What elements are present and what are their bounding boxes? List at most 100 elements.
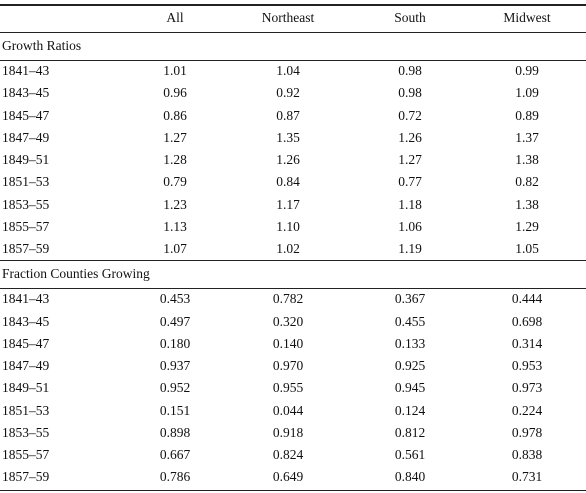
cell-value: 0.89 bbox=[515, 107, 539, 123]
cell-value: 0.77 bbox=[398, 174, 422, 190]
cell-value: 0.151 bbox=[159, 402, 191, 418]
cell-value: 0.87 bbox=[276, 107, 300, 123]
row-label: 1855–57 bbox=[2, 447, 50, 462]
rule bbox=[0, 288, 586, 290]
row-label: 1849–51 bbox=[2, 380, 50, 396]
row-label: 1851–53 bbox=[2, 174, 50, 190]
cell-value: 0.84 bbox=[276, 174, 300, 190]
row-label: 1841–43 bbox=[2, 291, 50, 307]
cell-value: 0.453 bbox=[159, 291, 191, 307]
cell-value: 0.945 bbox=[394, 380, 426, 396]
cell-value: 0.124 bbox=[394, 402, 426, 418]
cell-value: 0.782 bbox=[272, 291, 304, 307]
cell-value: 0.937 bbox=[159, 358, 191, 373]
cell-value: 1.28 bbox=[163, 152, 187, 167]
cell-value: 1.07 bbox=[163, 241, 187, 256]
column-header: Midwest bbox=[503, 10, 551, 25]
cell-value: 0.649 bbox=[272, 469, 304, 485]
rule bbox=[0, 32, 586, 33]
cell-value: 0.72 bbox=[398, 107, 422, 123]
cell-value: 0.838 bbox=[511, 447, 543, 462]
row-label: 1843–45 bbox=[2, 85, 50, 101]
row-label: 1841–43 bbox=[2, 63, 50, 78]
cell-value: 0.044 bbox=[272, 402, 304, 418]
cell-value: 0.497 bbox=[159, 313, 191, 329]
cell-value: 0.96 bbox=[163, 85, 187, 101]
cell-value: 0.98 bbox=[398, 85, 422, 101]
row-label: 1857–59 bbox=[2, 469, 50, 485]
cell-value: 0.953 bbox=[511, 358, 543, 373]
rule bbox=[0, 489, 586, 491]
row-label: 1855–57 bbox=[2, 218, 50, 234]
cell-value: 1.06 bbox=[398, 218, 422, 234]
cell-value: 0.786 bbox=[159, 469, 191, 485]
cell-value: 0.978 bbox=[511, 424, 543, 440]
cell-value: 1.23 bbox=[163, 196, 187, 212]
cell-value: 1.26 bbox=[276, 152, 300, 167]
column-header: Northeast bbox=[261, 10, 315, 25]
cell-value: 0.918 bbox=[272, 424, 304, 440]
row-label: 1843–45 bbox=[2, 313, 50, 329]
cell-value: 1.38 bbox=[515, 152, 539, 167]
row-label: 1847–49 bbox=[2, 358, 50, 373]
cell-value: 0.92 bbox=[276, 85, 300, 101]
cell-value: 1.26 bbox=[398, 129, 422, 145]
cell-value: 1.10 bbox=[276, 218, 300, 234]
cell-value: 1.29 bbox=[515, 218, 539, 234]
cell-value: 1.35 bbox=[276, 129, 300, 145]
cell-value: 1.37 bbox=[515, 129, 539, 145]
cell-value: 0.133 bbox=[394, 335, 426, 351]
cell-value: 0.314 bbox=[511, 335, 543, 351]
rule bbox=[0, 4, 586, 6]
column-header: All bbox=[166, 10, 184, 25]
cell-value: 0.224 bbox=[511, 402, 543, 418]
cell-value: 1.09 bbox=[515, 85, 539, 101]
cell-value: 0.667 bbox=[159, 447, 191, 462]
rule bbox=[0, 60, 586, 61]
cell-value: 0.140 bbox=[272, 335, 304, 351]
row-label: 1845–47 bbox=[2, 335, 50, 351]
cell-value: 0.955 bbox=[272, 380, 304, 396]
cell-value: 1.17 bbox=[276, 196, 300, 212]
cell-value: 0.898 bbox=[159, 424, 191, 440]
row-label: 1853–55 bbox=[2, 196, 50, 212]
cell-value: 0.320 bbox=[272, 313, 304, 329]
cell-value: 0.812 bbox=[394, 424, 426, 440]
cell-value: 0.444 bbox=[511, 291, 543, 307]
row-label: 1851–53 bbox=[2, 402, 50, 418]
cell-value: 0.824 bbox=[272, 447, 304, 462]
cell-value: 0.970 bbox=[272, 358, 304, 373]
cell-value: 0.99 bbox=[515, 63, 539, 78]
row-label: 1857–59 bbox=[2, 241, 50, 256]
cell-value: 0.367 bbox=[394, 291, 426, 307]
column-header: South bbox=[394, 10, 426, 25]
section-title: Growth Ratios bbox=[2, 38, 82, 53]
cell-value: 0.731 bbox=[511, 469, 543, 485]
cell-value: 1.27 bbox=[398, 152, 422, 167]
section-title: Fraction Counties Growing bbox=[2, 266, 150, 282]
rule bbox=[0, 260, 586, 262]
row-label: 1853–55 bbox=[2, 424, 50, 440]
cell-value: 0.952 bbox=[159, 380, 191, 396]
cell-value: 0.561 bbox=[394, 447, 426, 462]
cell-value: 0.86 bbox=[163, 107, 187, 123]
cell-value: 1.18 bbox=[398, 196, 422, 212]
row-label: 1847–49 bbox=[2, 129, 50, 145]
cell-value: 1.38 bbox=[515, 196, 539, 212]
cell-value: 0.973 bbox=[511, 380, 543, 396]
cell-value: 1.19 bbox=[398, 241, 422, 256]
cell-value: 0.698 bbox=[511, 313, 543, 329]
cell-value: 1.27 bbox=[163, 129, 187, 145]
row-label: 1845–47 bbox=[2, 107, 50, 123]
cell-value: 0.925 bbox=[394, 358, 426, 373]
cell-value: 1.13 bbox=[163, 218, 187, 234]
cell-value: 0.840 bbox=[394, 469, 426, 485]
cell-value: 1.02 bbox=[276, 241, 300, 256]
cell-value: 0.79 bbox=[163, 174, 187, 190]
cell-value: 1.04 bbox=[276, 63, 300, 78]
cell-value: 0.98 bbox=[398, 63, 422, 78]
cell-value: 1.01 bbox=[163, 63, 187, 78]
cell-value: 0.82 bbox=[515, 174, 539, 190]
cell-value: 0.180 bbox=[159, 335, 191, 351]
